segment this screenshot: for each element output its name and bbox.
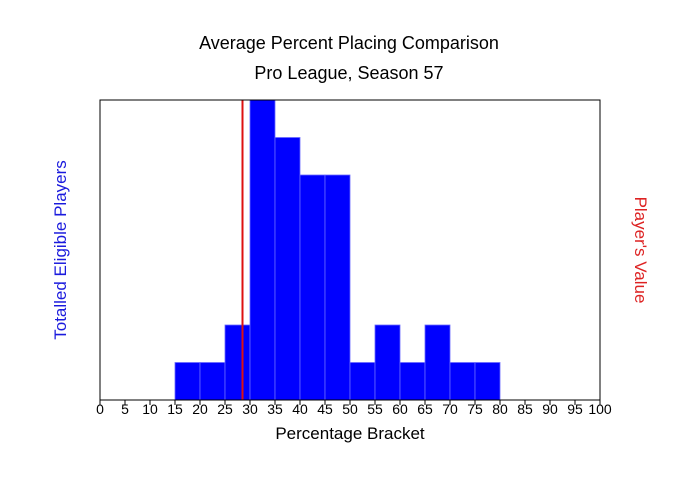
x-axis-label: Percentage Bracket [275, 424, 425, 443]
histogram-bar-45 [324, 174, 351, 401]
x-tick-label-95: 95 [567, 401, 583, 417]
x-axis-ticks: 0 5 10 15 20 25 30 35 40 45 50 55 60 65 70 75 80 85 90 95 10… [96, 400, 612, 417]
x-tick-label-90: 90 [542, 401, 558, 417]
histogram-bar-65 [424, 324, 451, 401]
histogram-bar-60 [399, 362, 426, 401]
x-tick-label-70: 70 [442, 401, 458, 417]
x-tick-label-50: 50 [342, 401, 358, 417]
x-tick-label-55: 55 [367, 401, 383, 417]
x-tick-label-5: 5 [121, 401, 129, 417]
x-tick-label-35: 35 [267, 401, 283, 417]
histogram-bar-75 [474, 362, 501, 401]
histogram-bar-40 [299, 174, 326, 401]
y-axis-label-right: Player's Value [631, 197, 650, 304]
x-tick-label-25: 25 [217, 401, 233, 417]
x-tick-label-85: 85 [517, 401, 533, 417]
x-tick-label-65: 65 [417, 401, 433, 417]
x-tick-label-40: 40 [292, 401, 308, 417]
chart-subtitle: Pro League, Season 57 [254, 63, 443, 83]
x-tick-label-10: 10 [142, 401, 158, 417]
y-axis-label-left: Totalled Eligible Players [51, 160, 70, 340]
bars-group [174, 99, 501, 401]
x-tick-label-75: 75 [467, 401, 483, 417]
histogram-bar-30 [249, 99, 276, 401]
x-tick-label-80: 80 [492, 401, 508, 417]
histogram-bar-20 [199, 362, 226, 401]
x-tick-label-20: 20 [192, 401, 208, 417]
x-tick-label-15: 15 [167, 401, 183, 417]
histogram-bar-25 [224, 324, 251, 401]
histogram-bar-50 [349, 362, 376, 401]
x-tick-label-0: 0 [96, 401, 104, 417]
chart-title: Average Percent Placing Comparison [199, 33, 499, 53]
x-tick-label-45: 45 [317, 401, 333, 417]
x-tick-label-60: 60 [392, 401, 408, 417]
histogram-bar-35 [274, 137, 301, 401]
histogram-bar-70 [449, 362, 476, 401]
x-tick-label-100: 100 [588, 401, 612, 417]
x-tick-label-30: 30 [242, 401, 258, 417]
histogram-bar-55 [374, 324, 401, 401]
histogram-bar-15 [174, 362, 201, 401]
